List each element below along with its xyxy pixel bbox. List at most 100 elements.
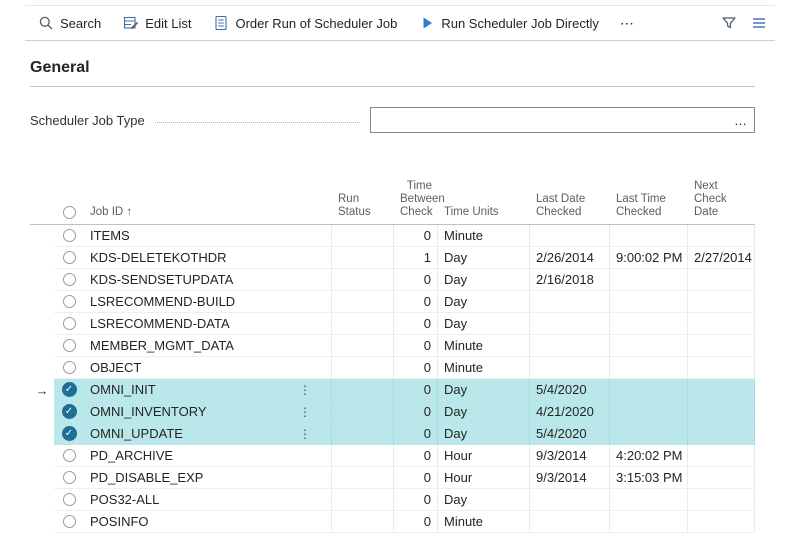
run-directly-button[interactable]: Run Scheduler Job Directly xyxy=(410,10,608,36)
job-id-text: ITEMS xyxy=(90,228,130,243)
last-time-cell xyxy=(610,357,688,379)
time-units-cell: Day xyxy=(438,489,530,511)
table-row[interactable]: LSRECOMMEND-DATA0Day xyxy=(30,313,755,335)
header-time-between[interactable]: Time Between Check xyxy=(394,178,438,224)
last-time-cell: 4:20:02 PM xyxy=(610,445,688,467)
selected-check-icon[interactable]: ✓ xyxy=(62,382,77,397)
next-check-cell xyxy=(688,401,755,423)
order-run-button[interactable]: Order Run of Scheduler Job xyxy=(204,10,406,36)
job-id-cell[interactable]: KDS-DELETEKOTHDR xyxy=(84,247,332,269)
job-id-cell[interactable]: OMNI_INIT⋮ xyxy=(84,379,332,401)
scheduler-job-type-label: Scheduler Job Type xyxy=(30,113,145,128)
header-time-units[interactable]: Time Units xyxy=(438,204,530,224)
job-id-cell[interactable]: OMNI_UPDATE⋮ xyxy=(84,423,332,445)
row-select-cell[interactable]: ✓ xyxy=(54,379,84,401)
row-radio-icon[interactable] xyxy=(63,515,76,528)
select-all-button[interactable] xyxy=(54,206,84,224)
last-time-cell xyxy=(610,335,688,357)
table-row[interactable]: PD_DISABLE_EXP0Hour9/3/20143:15:03 PM xyxy=(30,467,755,489)
run-status-cell xyxy=(332,467,394,489)
edit-list-icon xyxy=(123,15,139,31)
row-gutter xyxy=(30,401,54,423)
row-select-cell[interactable]: ✓ xyxy=(54,423,84,445)
job-id-cell[interactable]: POSINFO xyxy=(84,511,332,533)
row-menu-icon[interactable]: ⋮ xyxy=(299,405,325,419)
job-id-cell[interactable]: OBJECT xyxy=(84,357,332,379)
row-select-cell[interactable] xyxy=(54,445,84,467)
row-gutter xyxy=(30,445,54,467)
row-radio-icon[interactable] xyxy=(63,229,76,242)
row-gutter xyxy=(30,467,54,489)
table-row[interactable]: LSRECOMMEND-BUILD0Day xyxy=(30,291,755,313)
table-row[interactable]: KDS-DELETEKOTHDR1Day2/26/20149:00:02 PM2… xyxy=(30,247,755,269)
row-select-cell[interactable] xyxy=(54,313,84,335)
next-check-cell xyxy=(688,269,755,291)
job-id-cell[interactable]: MEMBER_MGMT_DATA xyxy=(84,335,332,357)
row-radio-icon[interactable] xyxy=(63,339,76,352)
row-select-cell[interactable] xyxy=(54,335,84,357)
document-icon xyxy=(213,15,229,31)
header-run-status[interactable]: Run Status xyxy=(332,191,394,224)
row-select-cell[interactable] xyxy=(54,225,84,247)
job-id-cell[interactable]: LSRECOMMEND-DATA xyxy=(84,313,332,335)
table-row[interactable]: ✓OMNI_INVENTORY⋮0Day4/21/2020 xyxy=(30,401,755,423)
row-select-cell[interactable] xyxy=(54,357,84,379)
selected-check-icon[interactable]: ✓ xyxy=(62,426,77,441)
table-row[interactable]: PD_ARCHIVE0Hour9/3/20144:20:02 PM xyxy=(30,445,755,467)
row-select-cell[interactable] xyxy=(54,511,84,533)
job-id-cell[interactable]: POS32-ALL xyxy=(84,489,332,511)
edit-list-button[interactable]: Edit List xyxy=(114,10,200,36)
row-select-cell[interactable] xyxy=(54,467,84,489)
job-id-cell[interactable]: KDS-SENDSETUPDATA xyxy=(84,269,332,291)
row-menu-icon[interactable]: ⋮ xyxy=(299,383,325,397)
table-row[interactable]: POS32-ALL0Day xyxy=(30,489,755,511)
table-row[interactable]: ✓OMNI_UPDATE⋮0Day5/4/2020 xyxy=(30,423,755,445)
job-id-cell[interactable]: OMNI_INVENTORY⋮ xyxy=(84,401,332,423)
more-commands-button[interactable]: ⋯ xyxy=(612,10,643,37)
job-id-text: PD_DISABLE_EXP xyxy=(90,470,203,485)
header-job-id[interactable]: Job ID ↑ xyxy=(84,204,332,224)
row-radio-icon[interactable] xyxy=(63,361,76,374)
search-button[interactable]: Search xyxy=(29,10,110,36)
row-radio-icon[interactable] xyxy=(63,471,76,484)
row-radio-icon[interactable] xyxy=(63,493,76,506)
job-id-cell[interactable]: PD_DISABLE_EXP xyxy=(84,467,332,489)
view-options-icon[interactable] xyxy=(751,15,767,31)
last-date-cell xyxy=(530,511,610,533)
last-time-cell xyxy=(610,313,688,335)
table-row[interactable]: ITEMS0Minute xyxy=(30,225,755,247)
table-row[interactable]: MEMBER_MGMT_DATA0Minute xyxy=(30,335,755,357)
filter-icon[interactable] xyxy=(721,15,737,31)
last-date-cell: 9/3/2014 xyxy=(530,445,610,467)
job-id-cell[interactable]: PD_ARCHIVE xyxy=(84,445,332,467)
scheduler-job-type-input[interactable] xyxy=(378,112,728,129)
row-radio-icon[interactable] xyxy=(63,273,76,286)
row-select-cell[interactable] xyxy=(54,269,84,291)
table-row[interactable]: POSINFO0Minute xyxy=(30,511,755,533)
last-date-cell: 2/16/2018 xyxy=(530,269,610,291)
header-next-check[interactable]: Next Check Date xyxy=(688,178,755,224)
job-id-text: KDS-SENDSETUPDATA xyxy=(90,272,233,287)
selected-check-icon[interactable]: ✓ xyxy=(62,404,77,419)
job-id-cell[interactable]: ITEMS xyxy=(84,225,332,247)
row-radio-icon[interactable] xyxy=(63,449,76,462)
table-row[interactable]: OBJECT0Minute xyxy=(30,357,755,379)
last-date-cell xyxy=(530,225,610,247)
last-date-cell: 5/4/2020 xyxy=(530,423,610,445)
row-select-cell[interactable] xyxy=(54,291,84,313)
row-radio-icon[interactable] xyxy=(63,251,76,264)
table-row[interactable]: →✓OMNI_INIT⋮0Day5/4/2020 xyxy=(30,379,755,401)
header-last-date[interactable]: Last Date Checked xyxy=(530,191,610,224)
row-select-cell[interactable] xyxy=(54,489,84,511)
row-menu-icon[interactable]: ⋮ xyxy=(299,427,325,441)
job-id-text: MEMBER_MGMT_DATA xyxy=(90,338,234,353)
row-radio-icon[interactable] xyxy=(63,295,76,308)
row-select-cell[interactable]: ✓ xyxy=(54,401,84,423)
row-radio-icon[interactable] xyxy=(63,317,76,330)
row-select-cell[interactable] xyxy=(54,247,84,269)
last-time-cell xyxy=(610,511,688,533)
table-row[interactable]: KDS-SENDSETUPDATA0Day2/16/2018 xyxy=(30,269,755,291)
header-last-time[interactable]: Last Time Checked xyxy=(610,191,688,224)
assist-edit-button[interactable]: … xyxy=(728,114,747,127)
job-id-cell[interactable]: LSRECOMMEND-BUILD xyxy=(84,291,332,313)
